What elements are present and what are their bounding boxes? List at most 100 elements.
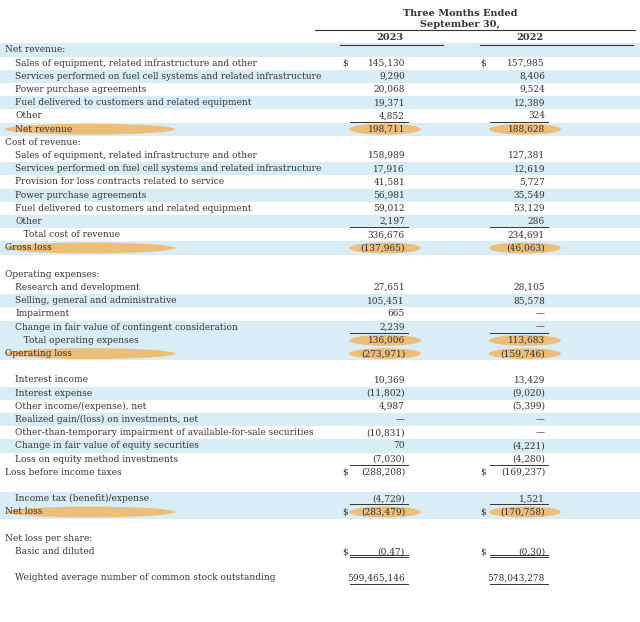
- Bar: [0, 254, 640, 268]
- Text: Total operating expenses: Total operating expenses: [15, 336, 139, 345]
- Text: 158,989: 158,989: [367, 151, 405, 160]
- Bar: [0, 413, 640, 426]
- Text: 59,012: 59,012: [373, 204, 405, 213]
- Bar: [0, 281, 640, 294]
- Bar: [0, 136, 640, 149]
- Text: 127,381: 127,381: [508, 151, 545, 160]
- Text: (4,280): (4,280): [512, 455, 545, 463]
- Bar: [0, 215, 640, 228]
- Text: 12,389: 12,389: [514, 98, 545, 108]
- Text: 4,852: 4,852: [379, 111, 405, 121]
- Text: 145,130: 145,130: [367, 58, 405, 68]
- Bar: [0, 123, 640, 136]
- Bar: [0, 162, 640, 175]
- Text: (137,965): (137,965): [360, 243, 405, 253]
- Text: Power purchase agreements: Power purchase agreements: [15, 191, 147, 200]
- Text: 136,006: 136,006: [368, 336, 405, 345]
- Bar: [0, 479, 640, 492]
- Text: Gross loss: Gross loss: [5, 243, 52, 253]
- Bar: [0, 188, 640, 202]
- Text: (7,030): (7,030): [372, 455, 405, 463]
- Text: 234,691: 234,691: [508, 230, 545, 239]
- Bar: [0, 334, 640, 347]
- Bar: [0, 439, 640, 453]
- Text: Services performed on fuel cell systems and related infrastructure: Services performed on fuel cell systems …: [15, 164, 321, 174]
- Ellipse shape: [5, 243, 175, 253]
- Bar: [0, 466, 640, 479]
- Bar: [0, 320, 640, 334]
- Text: Weighted average number of common stock outstanding: Weighted average number of common stock …: [15, 573, 275, 582]
- Text: —: —: [536, 323, 545, 332]
- Bar: [0, 360, 640, 373]
- Text: 2023: 2023: [376, 34, 404, 42]
- Text: Research and development: Research and development: [15, 283, 140, 292]
- Text: —: —: [396, 415, 405, 424]
- Text: (46,063): (46,063): [506, 243, 545, 253]
- Bar: [0, 149, 640, 162]
- Text: $: $: [342, 468, 348, 477]
- Text: 56,981: 56,981: [373, 191, 405, 200]
- Text: 12,619: 12,619: [513, 164, 545, 174]
- Bar: [0, 453, 640, 466]
- Ellipse shape: [489, 506, 561, 518]
- Text: 1,521: 1,521: [519, 494, 545, 503]
- Text: (288,208): (288,208): [361, 468, 405, 477]
- Text: Selling, general and administrative: Selling, general and administrative: [15, 296, 177, 305]
- Text: —: —: [536, 310, 545, 318]
- Ellipse shape: [5, 506, 175, 518]
- Text: Power purchase agreements: Power purchase agreements: [15, 85, 147, 94]
- Text: (4,221): (4,221): [512, 442, 545, 450]
- Bar: [0, 347, 640, 360]
- Text: 2022: 2022: [516, 34, 543, 42]
- Text: 4,987: 4,987: [379, 402, 405, 411]
- Text: 9,524: 9,524: [519, 85, 545, 94]
- Text: 13,429: 13,429: [514, 376, 545, 384]
- Ellipse shape: [349, 243, 421, 253]
- Text: Loss on equity method investments: Loss on equity method investments: [15, 455, 178, 463]
- Text: 53,129: 53,129: [513, 204, 545, 213]
- Bar: [0, 241, 640, 254]
- Ellipse shape: [349, 506, 421, 518]
- Text: 85,578: 85,578: [513, 296, 545, 305]
- Text: Income tax (benefit)/expense: Income tax (benefit)/expense: [15, 494, 149, 503]
- Text: 10,369: 10,369: [374, 376, 405, 384]
- Text: 113,683: 113,683: [508, 336, 545, 345]
- Bar: [0, 532, 640, 545]
- Text: 41,581: 41,581: [373, 177, 405, 187]
- Text: (0.47): (0.47): [378, 547, 405, 556]
- Bar: [0, 175, 640, 188]
- Text: 35,549: 35,549: [513, 191, 545, 200]
- Text: $: $: [480, 547, 486, 556]
- Text: $: $: [342, 58, 348, 68]
- Bar: [0, 387, 640, 400]
- Text: (283,479): (283,479): [361, 508, 405, 516]
- Text: 665: 665: [388, 310, 405, 318]
- Text: 70: 70: [394, 442, 405, 450]
- Bar: [0, 572, 640, 585]
- Bar: [0, 307, 640, 320]
- Text: (273,971): (273,971): [361, 349, 405, 358]
- Text: 157,985: 157,985: [508, 58, 545, 68]
- Text: 336,676: 336,676: [368, 230, 405, 239]
- Text: (170,758): (170,758): [500, 508, 545, 516]
- Text: 198,711: 198,711: [367, 124, 405, 134]
- Ellipse shape: [5, 348, 175, 359]
- Text: (10,831): (10,831): [366, 429, 405, 437]
- Text: 599,465,146: 599,465,146: [348, 573, 405, 582]
- Text: Impairment: Impairment: [15, 310, 69, 318]
- Ellipse shape: [489, 124, 561, 134]
- Text: 8,406: 8,406: [519, 72, 545, 81]
- Text: (11,802): (11,802): [366, 389, 405, 397]
- Ellipse shape: [349, 348, 421, 359]
- Ellipse shape: [349, 124, 421, 134]
- Text: $: $: [480, 508, 486, 516]
- Text: 5,727: 5,727: [519, 177, 545, 187]
- Text: Interest expense: Interest expense: [15, 389, 92, 397]
- Text: Interest income: Interest income: [15, 376, 88, 384]
- Text: $: $: [342, 547, 348, 556]
- Text: Other income/(expense), net: Other income/(expense), net: [15, 402, 147, 411]
- Text: (9,020): (9,020): [512, 389, 545, 397]
- Text: Change in fair value of equity securities: Change in fair value of equity securitie…: [15, 442, 199, 450]
- Text: Other: Other: [15, 217, 42, 226]
- Text: September 30,: September 30,: [420, 19, 500, 29]
